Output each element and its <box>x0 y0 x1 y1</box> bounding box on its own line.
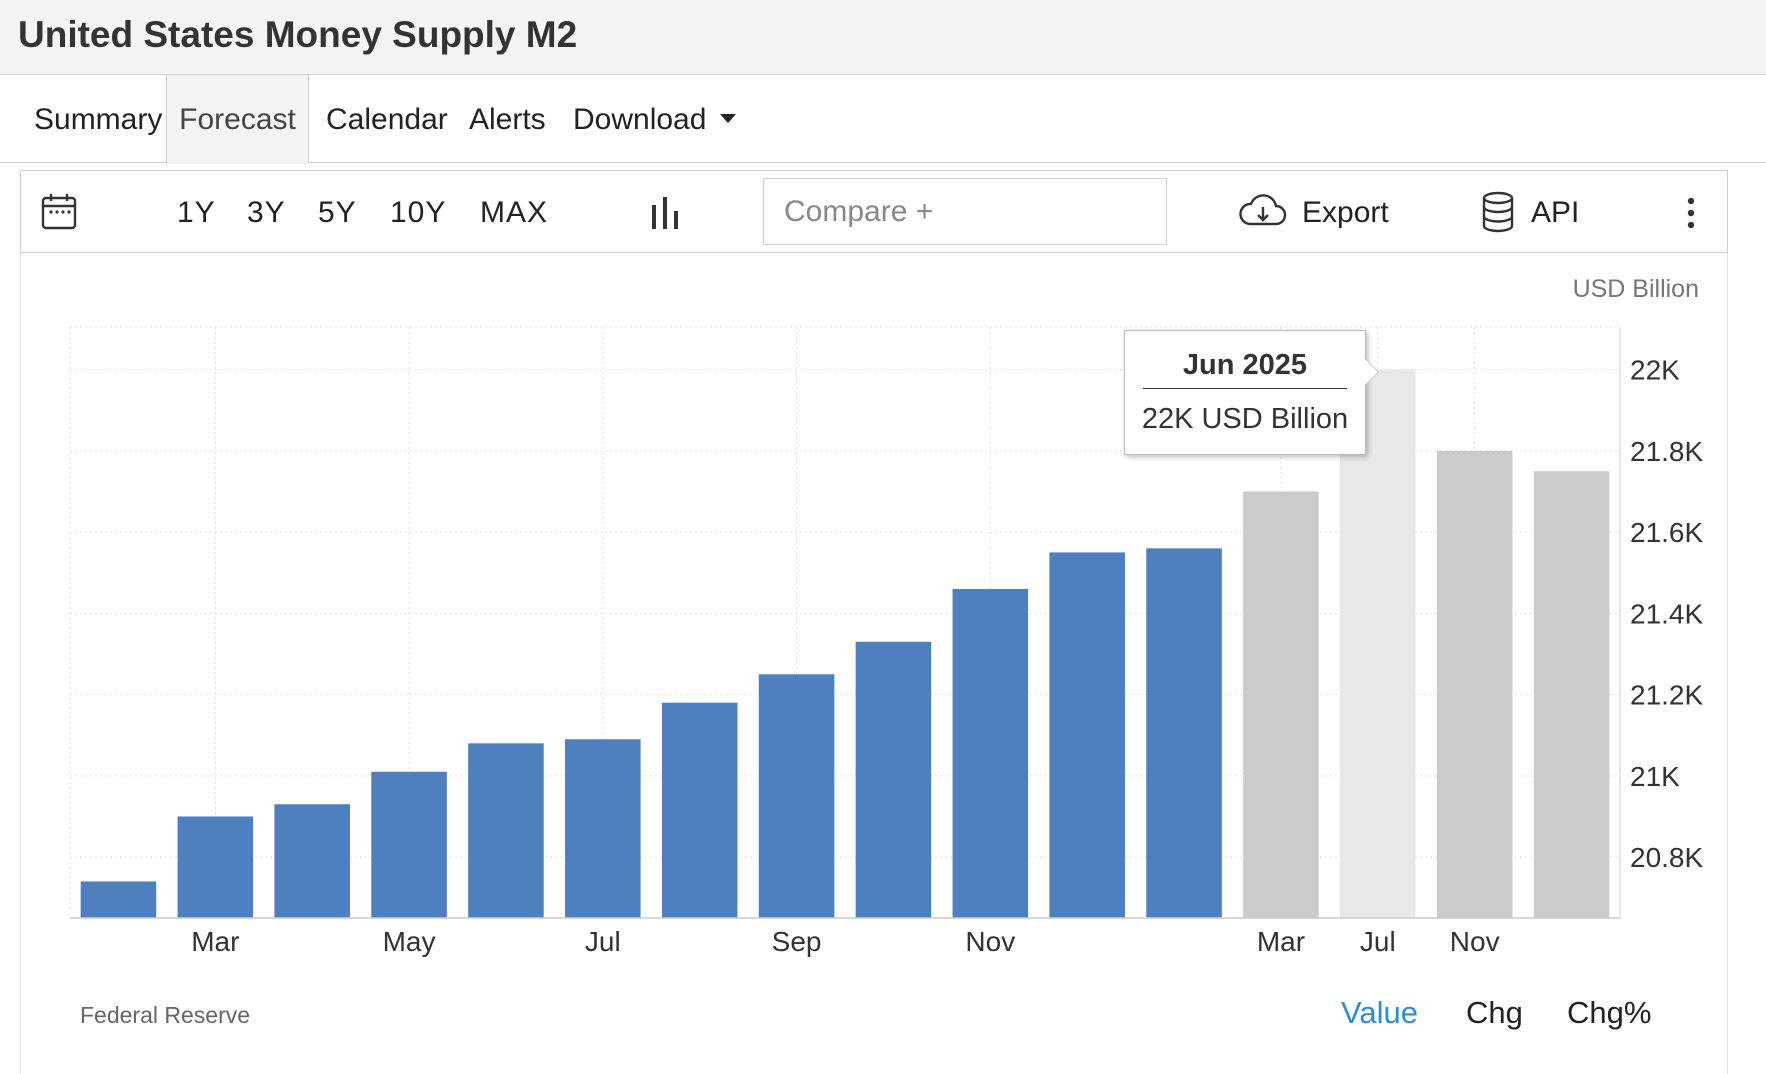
tab-download[interactable]: Download <box>573 75 737 163</box>
tab-bar: Summary Forecast Calendar Alerts Downloa… <box>0 75 1766 164</box>
chart-type-button[interactable] <box>649 171 681 254</box>
actual-bar <box>952 588 1029 918</box>
mode-chg-pct-button[interactable]: Chg% <box>1567 995 1652 1030</box>
x-tick-label: Jul <box>585 926 621 957</box>
actual-bar <box>1049 552 1125 918</box>
actual-bar <box>177 816 254 918</box>
y-tick-label: 21.2K <box>1630 680 1703 711</box>
y-tick-label: 20.8K <box>1630 842 1703 873</box>
actual-bar <box>80 881 157 918</box>
actual-bar <box>565 739 641 918</box>
tab-download-label: Download <box>573 103 707 136</box>
forecast-bar <box>1533 471 1610 918</box>
tooltip-value: 22K USD Billion <box>1141 403 1349 435</box>
caret-down-icon <box>720 113 737 123</box>
calendar-button[interactable] <box>41 171 77 254</box>
range-max-button[interactable]: MAX <box>480 196 549 229</box>
export-button[interactable]: Export <box>1238 171 1389 254</box>
x-tick-label: Mar <box>1257 926 1305 957</box>
forecast-bar <box>1340 369 1416 918</box>
mode-chg-button[interactable]: Chg <box>1466 995 1523 1030</box>
compare-input[interactable] <box>763 178 1167 245</box>
forecast-bar <box>1243 491 1319 918</box>
unit-label: USD Billion <box>1573 275 1699 303</box>
chart: 22K 21.8K 21.6K 21.4K 21.2K 21K 20.8K Mar May Jul… <box>69 275 1703 957</box>
tooltip-date: Jun 2025 <box>1143 349 1347 389</box>
actual-bar <box>758 674 835 918</box>
range-1y-button[interactable]: 1Y <box>177 196 216 229</box>
api-label: API <box>1531 196 1580 229</box>
actual-bar <box>468 743 544 918</box>
data-source: Federal Reserve <box>80 1002 251 1028</box>
tab-alerts[interactable]: Alerts <box>469 103 546 136</box>
y-tick-label: 21K <box>1630 761 1680 792</box>
y-tick-label: 21.4K <box>1630 598 1703 629</box>
tab-forecast[interactable]: Forecast <box>166 75 309 164</box>
x-tick-label: Mar <box>191 926 239 957</box>
page-title: United States Money Supply M2 <box>18 14 578 55</box>
chart-toolbar: 1Y 3Y 5Y 10Y MAX Export API <box>20 170 1728 253</box>
chart-axes: 22K 21.8K 21.6K 21.4K 21.2K 21K 20.8K Mar May Jul… <box>70 355 1703 957</box>
y-tick-label: 21.6K <box>1630 517 1703 548</box>
database-icon <box>1482 191 1514 233</box>
range-5y-button[interactable]: 5Y <box>318 196 357 229</box>
x-tick-label: May <box>383 926 436 957</box>
mode-value-button[interactable]: Value <box>1341 995 1418 1030</box>
x-tick-label: Jul <box>1360 926 1396 957</box>
actual-bar <box>1146 548 1222 918</box>
actual-bar <box>661 702 738 918</box>
range-3y-button[interactable]: 3Y <box>247 196 286 229</box>
chart-tooltip: Jun 2025 22K USD Billion <box>1124 330 1378 455</box>
actual-bar <box>371 771 447 918</box>
tab-summary[interactable]: Summary <box>34 103 163 136</box>
x-tick-label: Nov <box>965 926 1015 957</box>
tooltip-pointer <box>1365 359 1378 385</box>
x-tick-label: Nov <box>1450 926 1500 957</box>
bar-chart-icon <box>652 197 678 229</box>
tab-calendar[interactable]: Calendar <box>326 103 448 136</box>
api-button[interactable]: API <box>1481 171 1579 254</box>
forecast-bar <box>1436 450 1513 918</box>
chart-panel <box>20 253 1728 1074</box>
y-tick-label: 22K <box>1630 355 1680 386</box>
x-tick-label: Sep <box>772 926 822 957</box>
more-options-button[interactable] <box>1685 171 1705 254</box>
kebab-menu-icon <box>1687 197 1695 229</box>
title-bar: United States Money Supply M2 <box>0 0 1766 75</box>
cloud-download-icon <box>1239 194 1287 226</box>
export-label: Export <box>1302 196 1389 229</box>
actual-bar <box>274 804 350 918</box>
chart-bars <box>80 369 1610 918</box>
calendar-icon <box>41 194 77 230</box>
actual-bar <box>855 641 932 918</box>
range-10y-button[interactable]: 10Y <box>390 196 447 229</box>
y-tick-label: 21.8K <box>1630 436 1703 467</box>
